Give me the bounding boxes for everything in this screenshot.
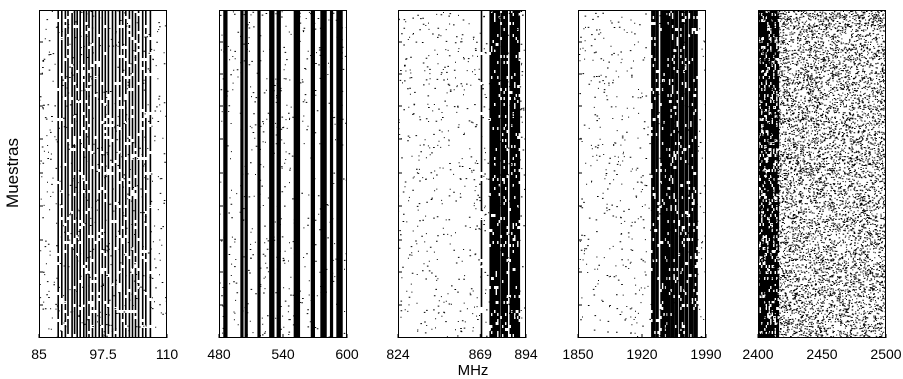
- occupied-band: [665, 10, 671, 338]
- panels-group: 85 97.5 110 480 540 600 824 869 894 1850 1920 1990 2…: [31, 10, 902, 362]
- occupied-band: [98, 10, 100, 338]
- occupied-band: [61, 10, 63, 338]
- occupied-band: [149, 10, 152, 338]
- occupied-band: [83, 10, 85, 338]
- occupied-band: [660, 10, 667, 338]
- x-tick-label: 824: [386, 346, 410, 362]
- occupied-band: [494, 10, 501, 338]
- occupied-bands: [223, 10, 343, 338]
- occupied-band: [223, 10, 228, 338]
- occupied-band: [480, 10, 483, 338]
- x-tick-label: 2450: [806, 346, 837, 362]
- occupied-band: [674, 10, 678, 338]
- x-tick-label: 2500: [870, 346, 901, 362]
- occupied-band: [137, 10, 140, 338]
- occupied-band: [57, 10, 59, 338]
- spectrum-panel-3: 824 869 894: [386, 10, 538, 362]
- occupied-band: [329, 10, 334, 338]
- spectrum-panel-5: 2400 2450 2500: [742, 10, 902, 362]
- panel-frame: [398, 10, 526, 338]
- occupied-band: [678, 10, 685, 338]
- occupied-band: [320, 10, 327, 338]
- y-axis-label: Muestras: [3, 138, 22, 208]
- x-tick-label: 85: [31, 346, 47, 362]
- x-tick-label: 1990: [690, 346, 721, 362]
- occupied-band: [88, 10, 90, 338]
- x-axis-label: MHz: [458, 362, 489, 379]
- occupied-band: [131, 10, 134, 338]
- occupied-band: [651, 10, 656, 338]
- x-tick-label: 480: [207, 346, 231, 362]
- spectrum-panel-2: 480 540 600: [207, 10, 359, 362]
- occupied-band: [85, 10, 88, 338]
- x-tick-label: 894: [514, 346, 538, 362]
- x-tick-label: 2400: [742, 346, 773, 362]
- occupied-band: [67, 10, 69, 334]
- occupied-band: [257, 10, 261, 338]
- panel-background: [219, 10, 347, 338]
- x-tick-label: 97.5: [89, 346, 116, 362]
- x-tick-label: 1850: [562, 346, 593, 362]
- occupied-band: [118, 10, 121, 338]
- occupied-band: [509, 10, 521, 338]
- occupied-band: [244, 10, 248, 338]
- x-tick-label: 540: [271, 346, 295, 362]
- occupied-band: [79, 10, 81, 338]
- occupied-bands: [651, 10, 698, 338]
- occupied-band: [293, 10, 301, 338]
- spectrum-panel-4: 1850 1920 1990: [562, 10, 722, 362]
- occupied-band: [125, 10, 127, 338]
- occupied-band: [240, 10, 244, 338]
- spectrum-panel-1: 85 97.5 110: [31, 10, 178, 362]
- x-tick-label: 600: [335, 346, 359, 362]
- occupied-band: [670, 10, 675, 338]
- occupied-band: [121, 10, 124, 338]
- x-tick-label: 110: [156, 346, 179, 362]
- occupied-band: [73, 10, 76, 338]
- occupied-band: [269, 10, 275, 338]
- occupied-band: [688, 10, 694, 338]
- occupied-band: [500, 10, 508, 338]
- occupied-band: [107, 10, 110, 338]
- background-noise: [758, 10, 886, 338]
- occupied-band: [310, 10, 315, 338]
- occupied-band: [94, 10, 97, 338]
- occupied-band: [91, 10, 94, 338]
- occupied-band: [134, 13, 137, 338]
- occupied-band: [141, 10, 144, 338]
- occupied-band: [64, 10, 67, 338]
- occupied-band: [276, 10, 281, 338]
- occupied-band: [489, 10, 494, 338]
- occupied-band: [111, 10, 114, 338]
- occupied-band: [71, 13, 73, 337]
- occupied-band: [114, 10, 117, 338]
- occupied-band: [145, 10, 147, 338]
- occupied-band: [336, 10, 343, 338]
- occupied-band: [101, 10, 104, 338]
- occupied-band: [76, 10, 78, 338]
- x-tick-label: 1920: [626, 346, 657, 362]
- x-tick-label: 869: [469, 346, 493, 362]
- occupied-band: [128, 10, 131, 338]
- occupied-band: [685, 10, 689, 338]
- panel-background: [758, 10, 886, 338]
- occupied-band: [655, 10, 659, 338]
